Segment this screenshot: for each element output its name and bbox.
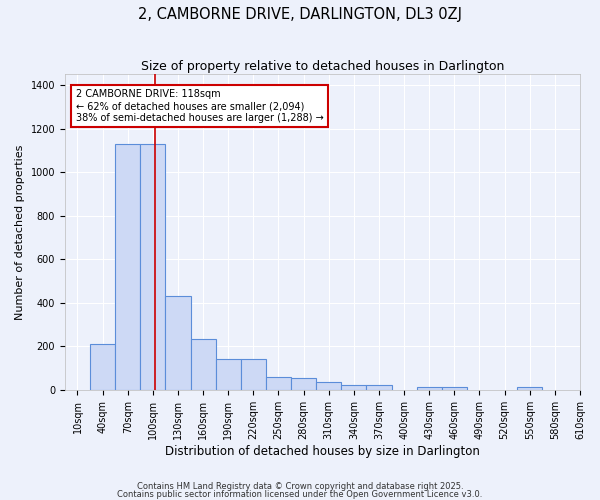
Bar bbox=[215, 360, 241, 390]
Bar bbox=[316, 382, 341, 390]
Bar bbox=[166, 296, 191, 390]
Title: Size of property relative to detached houses in Darlington: Size of property relative to detached ho… bbox=[141, 60, 504, 73]
Text: Contains public sector information licensed under the Open Government Licence v3: Contains public sector information licen… bbox=[118, 490, 482, 499]
Bar bbox=[266, 377, 291, 390]
Bar bbox=[341, 386, 367, 390]
X-axis label: Distribution of detached houses by size in Darlington: Distribution of detached houses by size … bbox=[165, 444, 480, 458]
Bar bbox=[115, 144, 140, 390]
Bar bbox=[367, 386, 392, 390]
Bar bbox=[517, 387, 542, 390]
Bar bbox=[90, 344, 115, 390]
Bar bbox=[416, 387, 442, 390]
Text: 2 CAMBORNE DRIVE: 118sqm
← 62% of detached houses are smaller (2,094)
38% of sem: 2 CAMBORNE DRIVE: 118sqm ← 62% of detach… bbox=[76, 90, 323, 122]
Bar bbox=[291, 378, 316, 390]
Text: 2, CAMBORNE DRIVE, DARLINGTON, DL3 0ZJ: 2, CAMBORNE DRIVE, DARLINGTON, DL3 0ZJ bbox=[138, 8, 462, 22]
Bar bbox=[140, 144, 166, 390]
Bar bbox=[241, 360, 266, 390]
Text: Contains HM Land Registry data © Crown copyright and database right 2025.: Contains HM Land Registry data © Crown c… bbox=[137, 482, 463, 491]
Bar bbox=[442, 387, 467, 390]
Y-axis label: Number of detached properties: Number of detached properties bbox=[15, 144, 25, 320]
Bar bbox=[191, 338, 215, 390]
